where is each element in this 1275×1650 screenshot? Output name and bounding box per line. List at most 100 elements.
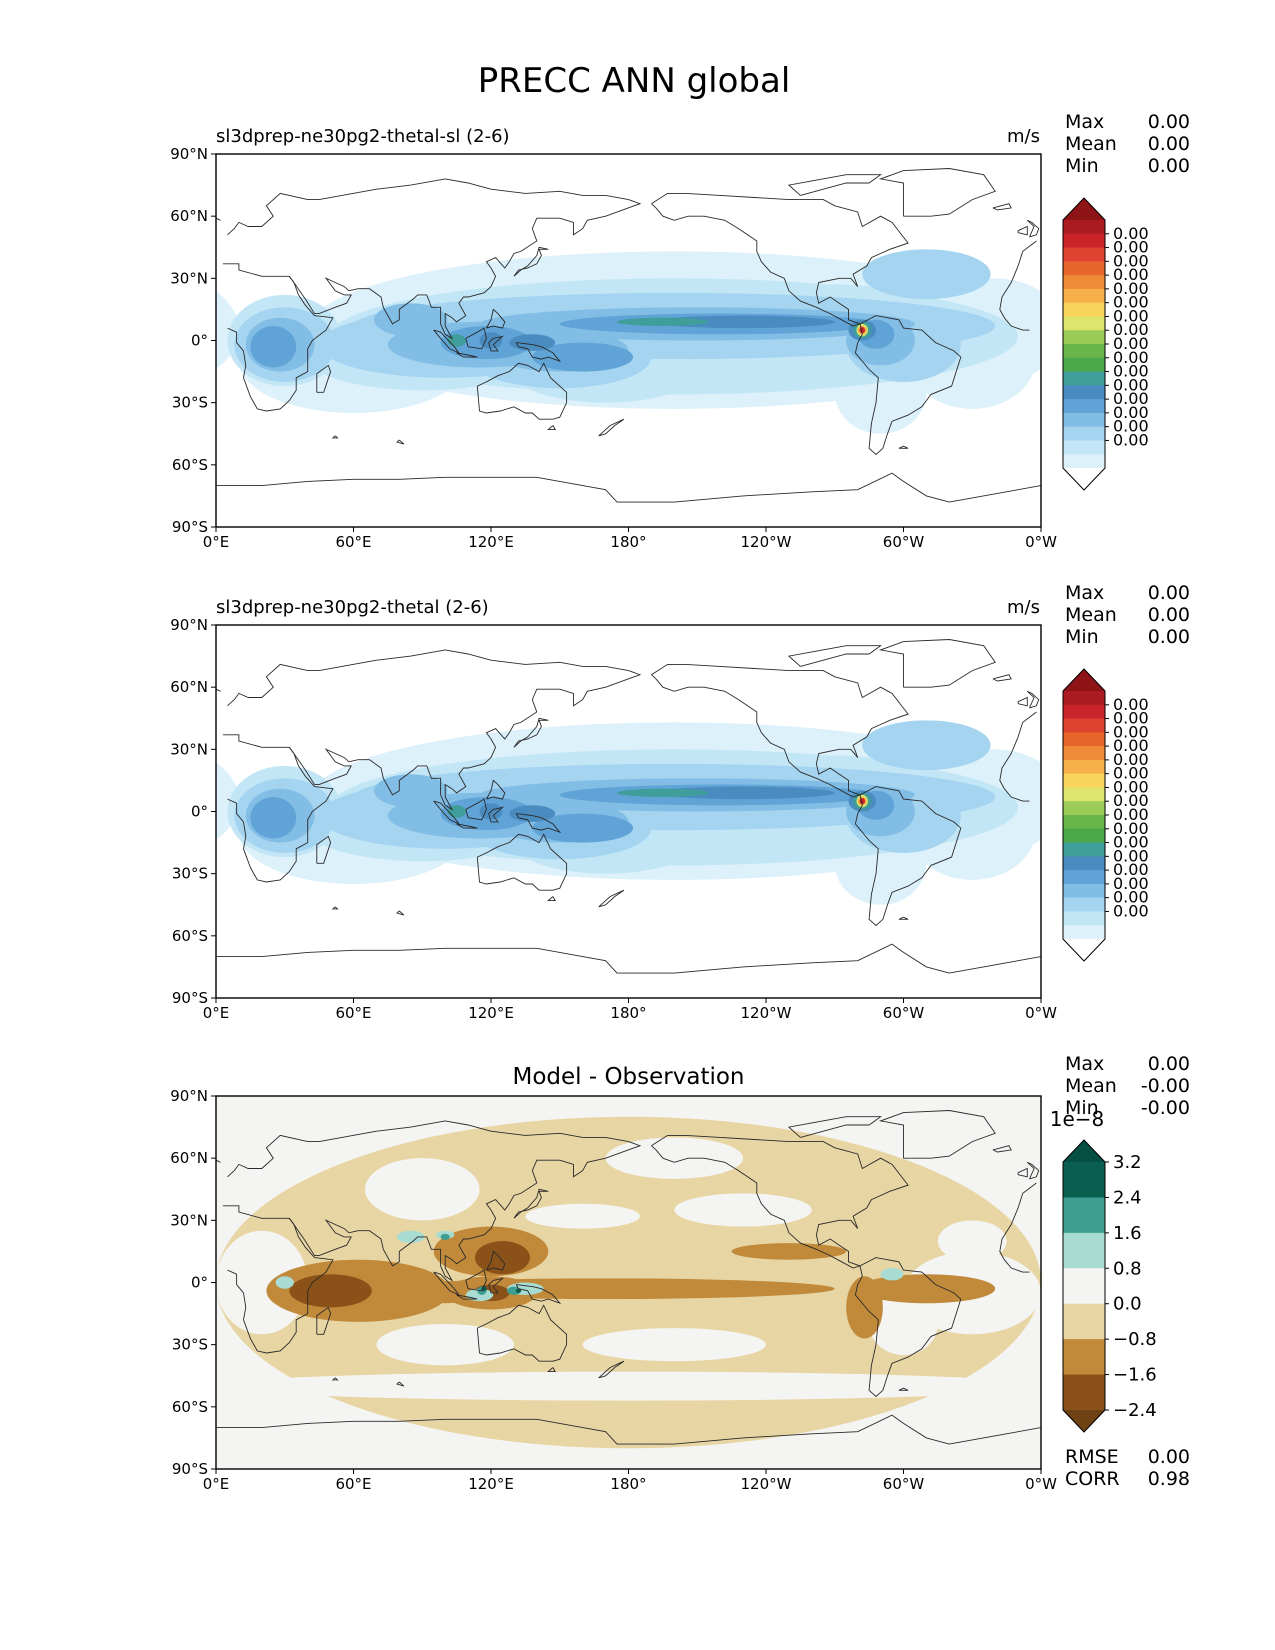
colorbar-label: 0.00 [1113, 846, 1149, 865]
coastline [222, 1120, 1037, 1282]
colorbar-label: 1.6 [1113, 1223, 1142, 1244]
coastline [488, 806, 505, 823]
coastline [476, 1304, 568, 1362]
contour-fill [731, 1243, 847, 1260]
contour-fill [651, 315, 835, 329]
coastline [515, 813, 562, 834]
contour-fill [1222, 1231, 1250, 1243]
coastline [331, 435, 339, 439]
field-plot [0, 154, 1275, 527]
coastline [547, 896, 556, 902]
colorbar-extend-max [1063, 1140, 1105, 1162]
contour-fill [0, 293, 170, 359]
contour-fill [582, 1328, 766, 1362]
colorbar-segment [1063, 897, 1105, 913]
y-tick-label: 30°S [172, 865, 208, 883]
colorbar-segment [1063, 718, 1105, 733]
colorbar-label: 0.00 [1113, 362, 1149, 381]
y-tick-label: 90°S [172, 518, 208, 536]
y-tick-label: 60°S [172, 927, 208, 945]
colorbar-outline [1062, 668, 1106, 962]
contour-fill [1133, 251, 1275, 408]
coastline [465, 1269, 487, 1292]
contour-fill [0, 1243, 21, 1260]
colorbar-label: 0.00 [1113, 777, 1149, 796]
stat-value-corr: 0.98 [1148, 1468, 1190, 1490]
colorbar-label: 0.00 [1113, 306, 1149, 325]
colorbar-segment [1063, 440, 1105, 455]
coastline [222, 649, 1037, 811]
stat-label-max: Max [1065, 111, 1104, 133]
contour-fill [0, 285, 101, 335]
colorbar-segment [1063, 454, 1105, 469]
contour-fill [216, 762, 239, 840]
contour-fill [532, 342, 634, 372]
coastlines [216, 639, 1041, 974]
contour-fill [24, 791, 52, 812]
y-tick-label: 90°N [170, 1087, 208, 1105]
contour-fill [0, 787, 10, 799]
contour-fill [0, 778, 90, 811]
coastline [465, 798, 487, 821]
contour-fill [216, 1371, 1041, 1401]
coastline [227, 1207, 1030, 1354]
y-tick-label: 0° [191, 332, 208, 350]
field-plot [0, 625, 1275, 998]
coastline [227, 265, 1030, 412]
contour-fill [0, 278, 193, 394]
contour-fill [857, 1274, 996, 1304]
stat-label-mean: Mean [1065, 604, 1117, 626]
y-tick-label: 60°S [172, 456, 208, 474]
contour-fill [1213, 793, 1275, 839]
coastline [1026, 690, 1040, 709]
colorbar-segment [1063, 911, 1105, 926]
contour-fill [862, 249, 991, 300]
coastline [316, 1306, 332, 1335]
colorbar-label: 0.00 [1113, 709, 1149, 728]
colorbar-label: 0.00 [1113, 860, 1149, 879]
x-tick-label: 60°E [335, 1004, 371, 1022]
y-tick-label: 30°N [170, 740, 208, 758]
stat-label-min: Min [1065, 155, 1099, 177]
colorbar-extend-min [1063, 1410, 1105, 1432]
colorbar-label: 0.00 [1113, 238, 1149, 257]
colorbar-extend-min [1063, 468, 1105, 490]
contour-fill [44, 1293, 113, 1355]
x-tick-label: 60°E [335, 1475, 371, 1493]
contour-fill [605, 1137, 744, 1179]
colorbar-segment [1063, 746, 1105, 761]
coastlines [216, 168, 1041, 503]
colorbar-segment [1063, 815, 1105, 830]
coastline [513, 717, 549, 748]
contour-fill [21, 778, 136, 853]
colorbar: 0.000.000.000.000.000.000.000.000.000.00… [1062, 668, 1149, 962]
colorbar-label: 0.00 [1113, 901, 1149, 920]
coastline [787, 1116, 882, 1138]
coastline [486, 308, 506, 329]
stat-label-rmse: RMSE [1065, 1446, 1119, 1468]
colorbar-segment [1063, 773, 1105, 789]
colorbar-segment [1063, 856, 1105, 871]
contour-fill [440, 1233, 450, 1241]
coastline [316, 835, 332, 864]
coastline [547, 425, 556, 431]
colorbar-segment [1063, 787, 1105, 802]
colorbar-segment [1063, 357, 1105, 373]
contour-fill [481, 1286, 487, 1292]
contour-fill [651, 786, 835, 800]
colorbar-extend-min [1063, 939, 1105, 961]
colorbar-label: 0.00 [1113, 833, 1149, 852]
contour-fill [1213, 322, 1275, 368]
x-tick-label: 120°E [468, 533, 514, 551]
stat-label-min: Min [1065, 1097, 1099, 1119]
colorbar-outline [1062, 197, 1106, 491]
contour-fill [0, 314, 56, 335]
contour-fill [1199, 303, 1272, 336]
contour-fill [28, 793, 46, 810]
contour-fill [10, 774, 148, 849]
contour-fill [1201, 1278, 1275, 1299]
stat-label-max: Max [1065, 582, 1104, 604]
contour-fill [1133, 722, 1275, 879]
colorbar-label: −1.6 [1113, 1365, 1157, 1386]
contour-fill [1156, 749, 1275, 865]
